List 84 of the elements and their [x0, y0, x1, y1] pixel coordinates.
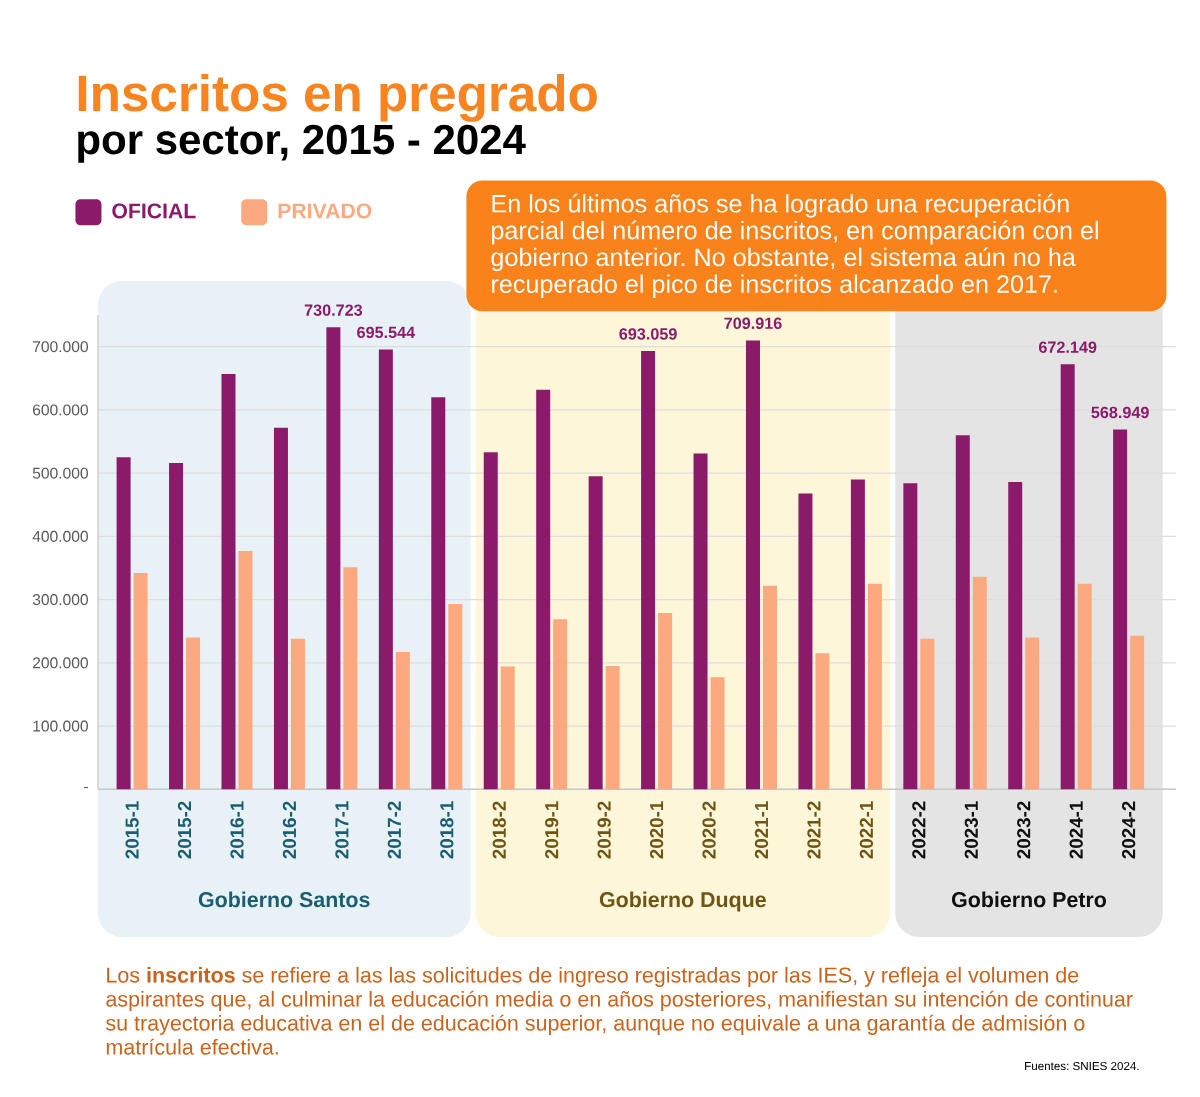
- bar: [1025, 637, 1040, 790]
- bar: [1130, 635, 1145, 790]
- band-label: Gobierno Santos: [198, 891, 370, 908]
- x-tick-label: 2021-2: [807, 801, 821, 859]
- bar: [903, 483, 918, 790]
- bar: [483, 452, 498, 790]
- bar: [116, 457, 131, 790]
- bar: [169, 463, 184, 790]
- data-label: 693.059: [619, 328, 677, 340]
- x-tick-label: 2022-2: [912, 801, 926, 859]
- bar: [658, 612, 673, 790]
- legend-label: PRIVADO: [278, 203, 372, 219]
- bar: [273, 427, 288, 790]
- bar: [1060, 364, 1075, 790]
- bar: [762, 585, 777, 790]
- bar: [378, 349, 393, 790]
- x-tick-label: 2019-2: [597, 801, 611, 859]
- y-tick-label: 300.000: [32, 594, 88, 606]
- x-tick-label: 2020-1: [649, 801, 664, 859]
- bar: [920, 638, 935, 790]
- y-tick-label: 200.000: [33, 657, 88, 669]
- y-tick-label: 700.000: [33, 341, 88, 353]
- x-tick-label: 2016-2: [282, 801, 297, 859]
- bar: [1008, 482, 1023, 790]
- data-label: 709.916: [724, 317, 782, 330]
- bar: [605, 666, 620, 790]
- x-tick-label: 2016-1: [230, 801, 244, 859]
- bar: [588, 476, 603, 790]
- bar: [290, 638, 305, 790]
- x-tick-label: 2017-1: [335, 801, 349, 859]
- text: Los inscritos se refiere a las las solicitudes de ingreso registradas por las IES, y refleja el volumen de aspirantes que, al culminar la educación media o en años posteriores, manifiestan su intención de continuar su trayectoria educativa en el de educación superior, aunque no equivale a una garantía de admisión o matrícula efectiva.: [106, 966, 1133, 1055]
- x-tick-label: 2024-1: [1069, 801, 1083, 859]
- bar: [343, 567, 358, 790]
- x-tick-label: 2024-2: [1121, 801, 1136, 859]
- bar: [133, 573, 148, 790]
- bar: [955, 435, 970, 790]
- bar: [431, 397, 446, 790]
- x-tick-label: 2017-2: [387, 801, 401, 859]
- data-label: 568.949: [1091, 406, 1149, 419]
- x-tick-label: 2015-2: [177, 801, 192, 859]
- bar: [745, 340, 760, 790]
- bar: [1113, 429, 1128, 790]
- x-tick-label: 2018-1: [440, 801, 454, 859]
- bar: [500, 666, 515, 790]
- x-tick-label: 2015-1: [125, 801, 139, 859]
- bar: [867, 583, 882, 790]
- bar: [1077, 583, 1092, 790]
- source-note: Fuentes: SNIES 2024.: [1025, 1061, 1139, 1071]
- x-tick-label: 2019-1: [545, 801, 559, 859]
- bar: [641, 351, 656, 790]
- text: En los últimos años se ha logrado una recuperación parcial del número de inscritos, en comparación con el gobierno anterior. No obstante, el sistema aún no ha recuperado el pico de inscritos alcanzado en 2017.: [491, 193, 1098, 298]
- bar: [448, 604, 463, 790]
- bar: [395, 652, 410, 790]
- band-label: Gobierno Petro: [951, 891, 1107, 908]
- x-tick-label: 2020-2: [702, 801, 716, 859]
- chart-title: Inscritos en pregrado: [78, 73, 597, 122]
- bar: [798, 493, 813, 790]
- bar: [815, 653, 830, 790]
- bar: [536, 389, 551, 790]
- y-tick-label: 600.000: [33, 404, 88, 416]
- bar: [238, 550, 253, 790]
- bar: [710, 677, 725, 790]
- bar: [850, 479, 865, 790]
- y-tick-label: -: [84, 786, 88, 789]
- x-tick-label: 2023-1: [964, 801, 978, 859]
- y-tick-label: 100.000: [33, 720, 88, 732]
- data-label: 730.723: [304, 304, 363, 316]
- data-label: 695.544: [357, 326, 416, 339]
- bar: [221, 373, 236, 790]
- x-tick-label: 2021-1: [754, 801, 769, 859]
- band-label: Gobierno Duque: [599, 891, 766, 912]
- x-tick-label: 2023-2: [1017, 801, 1031, 859]
- legend-label: OFICIAL: [112, 203, 196, 219]
- y-tick-label: 400.000: [32, 530, 88, 542]
- y-tick-label: 500.000: [32, 467, 88, 479]
- x-tick-label: 2018-2: [492, 801, 506, 859]
- x-tick-label: 2022-1: [859, 801, 874, 859]
- bar: [693, 453, 708, 790]
- bar: [553, 619, 568, 790]
- bar: [972, 576, 987, 790]
- chart-subtitle: por sector, 2015 - 2024: [78, 124, 526, 163]
- bar: [326, 327, 341, 790]
- bar: [186, 637, 201, 790]
- data-label: 672.149: [1039, 341, 1097, 353]
